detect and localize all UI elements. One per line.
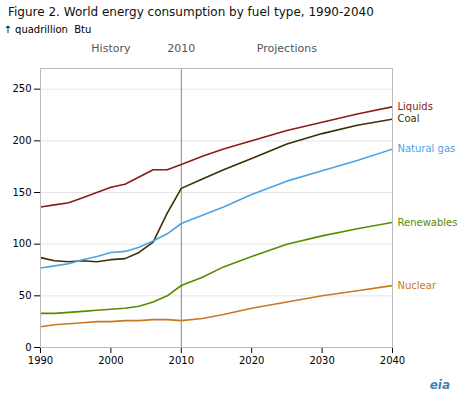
svg-text:2030: 2030: [309, 355, 334, 366]
svg-text:250: 250: [12, 83, 31, 94]
svg-text:Coal: Coal: [398, 113, 420, 124]
svg-text:2010: 2010: [169, 355, 194, 366]
svg-text:2000: 2000: [98, 355, 123, 366]
svg-text:Projections: Projections: [257, 42, 317, 55]
svg-text:Natural gas: Natural gas: [398, 143, 456, 154]
svg-text:100: 100: [12, 238, 31, 249]
svg-text:2040: 2040: [380, 355, 405, 366]
svg-text:Liquids: Liquids: [398, 101, 433, 112]
svg-text:↑ quadrillion Btu: ↑ quadrillion Btu: [4, 24, 92, 35]
svg-text:2010: 2010: [167, 42, 195, 55]
svg-text:Nuclear: Nuclear: [398, 280, 437, 291]
html-text:eia: eia: [429, 378, 450, 392]
svg-text:200: 200: [12, 135, 31, 146]
svg-text:150: 150: [12, 187, 31, 198]
html-text:Figure 2. World energy consump: Figure 2. World energy consumption by fu…: [8, 5, 374, 19]
svg-text:0: 0: [25, 342, 31, 353]
svg-text:50: 50: [19, 290, 32, 301]
svg-text:Renewables: Renewables: [398, 217, 458, 228]
svg-text:History: History: [91, 42, 131, 55]
svg-text:2020: 2020: [239, 355, 264, 366]
svg-text:1990: 1990: [28, 355, 53, 366]
